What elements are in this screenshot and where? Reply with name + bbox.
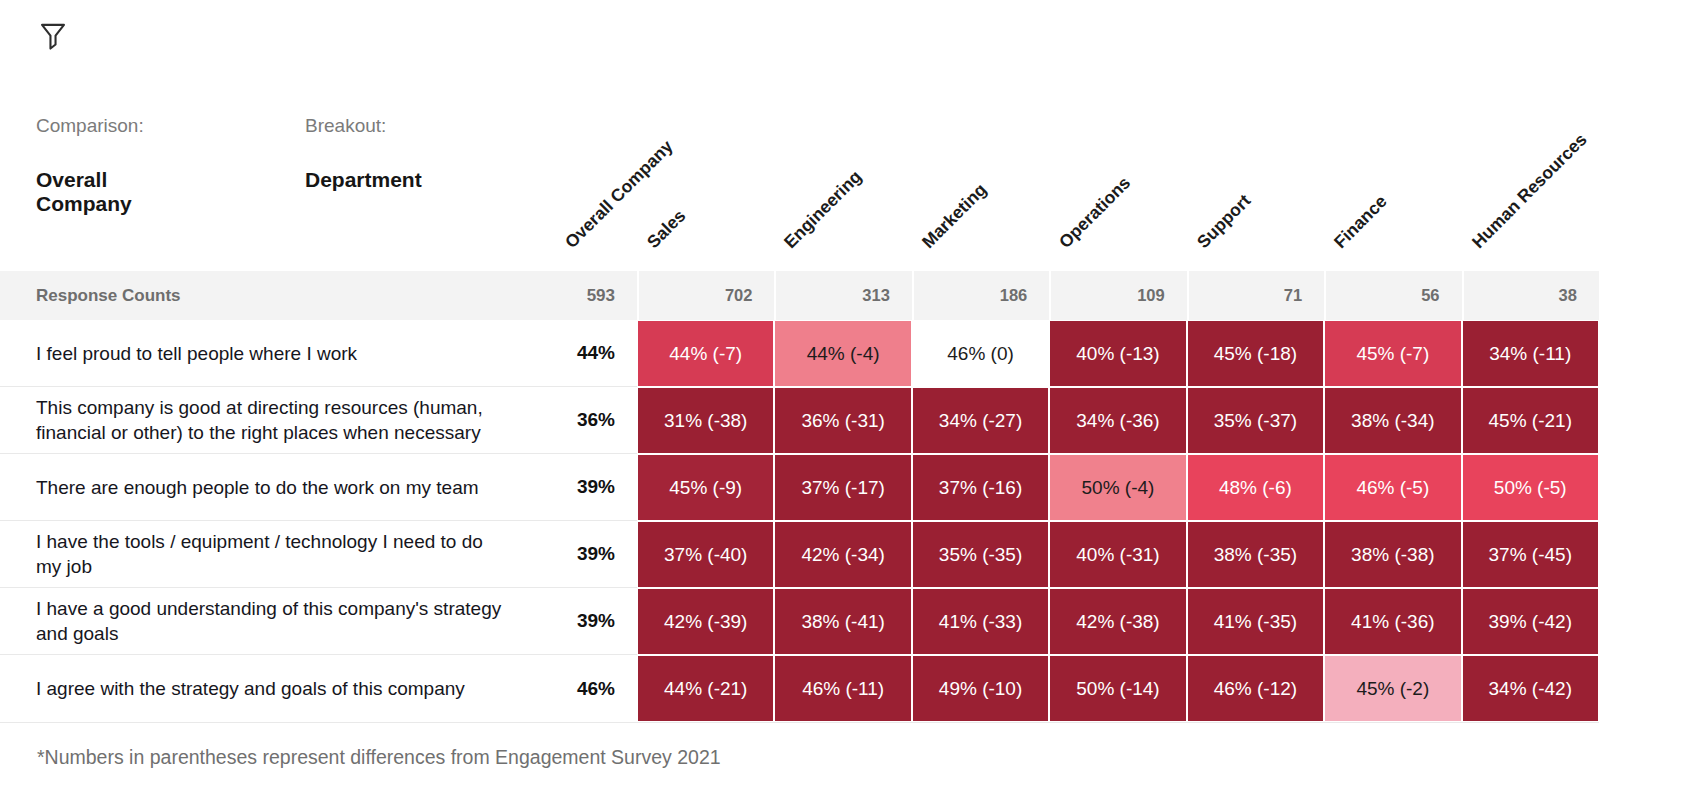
heatmap-cell: 41% (-35) <box>1188 589 1323 654</box>
heatmap-cell: 42% (-34) <box>775 522 910 587</box>
row-label: I agree with the strategy and goals of t… <box>36 676 465 701</box>
row-label: I have a good understanding of this comp… <box>36 596 506 646</box>
row-label: I feel proud to tell people where I work <box>36 341 357 366</box>
response-count-cell: 313 <box>774 271 911 320</box>
heatmap-cell: 50% (-14) <box>1050 656 1185 721</box>
overall-value: 44% <box>577 342 615 364</box>
heatmap-cell: 45% (-2) <box>1325 656 1460 721</box>
column-header-engineering: Engineering <box>780 166 866 252</box>
footnote: *Numbers in parentheses represent differ… <box>37 746 721 769</box>
table-row: I agree with the strategy and goals of t… <box>0 655 1599 722</box>
heatmap-cell: 45% (-18) <box>1188 321 1323 386</box>
response-count-cell: 109 <box>1049 271 1186 320</box>
comparison-label: Comparison: <box>36 115 144 137</box>
row-label-cell: I feel proud to tell people where I work… <box>0 320 637 387</box>
response-counts-header-cell: Response Counts 593 <box>0 271 637 320</box>
heatmap-cell: 38% (-34) <box>1325 388 1460 453</box>
heatmap-cell: 35% (-35) <box>913 522 1048 587</box>
row-label: There are enough people to do the work o… <box>36 475 479 500</box>
row-label: This company is good at directing resour… <box>36 395 506 445</box>
heatmap-cell: 44% (-4) <box>775 321 910 386</box>
heatmap-cell: 35% (-37) <box>1188 388 1323 453</box>
table-row: I have the tools / equipment / technolog… <box>0 521 1599 588</box>
comparison-value[interactable]: Overall Company <box>36 168 144 216</box>
column-header-support: Support <box>1193 190 1255 252</box>
overall-value: 46% <box>577 678 615 700</box>
breakout-control: Breakout: Department <box>305 115 422 192</box>
heatmap-cell: 34% (-11) <box>1463 321 1598 386</box>
column-header-human-resources: Human Resources <box>1468 129 1591 252</box>
heatmap-cell: 37% (-40) <box>638 522 773 587</box>
heatmap-cell: 34% (-42) <box>1463 656 1598 721</box>
heatmap-cell: 46% (-12) <box>1188 656 1323 721</box>
heatmap-table: Response Counts 593 702313186109715638 I… <box>0 271 1599 723</box>
heatmap-cell: 50% (-4) <box>1050 455 1185 520</box>
heatmap-cell: 40% (-31) <box>1050 522 1185 587</box>
heatmap-cell: 38% (-38) <box>1325 522 1460 587</box>
heatmap-cell: 37% (-17) <box>775 455 910 520</box>
overall-value: 39% <box>577 543 615 565</box>
row-label: I have the tools / equipment / technolog… <box>36 529 506 579</box>
row-label-cell: I have a good understanding of this comp… <box>0 588 637 655</box>
heatmap-cell: 34% (-27) <box>913 388 1048 453</box>
row-label-cell: I agree with the strategy and goals of t… <box>0 655 637 722</box>
response-count-cell: 186 <box>912 271 1049 320</box>
heatmap-cell: 45% (-21) <box>1463 388 1598 453</box>
heatmap-cell: 40% (-13) <box>1050 321 1185 386</box>
heatmap-cell: 37% (-45) <box>1463 522 1598 587</box>
row-label-cell: There are enough people to do the work o… <box>0 454 637 521</box>
response-counts-label: Response Counts <box>36 286 181 306</box>
column-header-marketing: Marketing <box>918 179 991 252</box>
heatmap-cell: 31% (-38) <box>638 388 773 453</box>
heatmap-cell: 38% (-35) <box>1188 522 1323 587</box>
heatmap-cell: 34% (-36) <box>1050 388 1185 453</box>
response-count-cell: 56 <box>1324 271 1461 320</box>
heatmap-cell: 41% (-36) <box>1325 589 1460 654</box>
heatmap-cell: 41% (-33) <box>913 589 1048 654</box>
table-row: I have a good understanding of this comp… <box>0 588 1599 655</box>
heatmap-cell: 42% (-38) <box>1050 589 1185 654</box>
heatmap-cell: 45% (-9) <box>638 455 773 520</box>
overall-value: 39% <box>577 476 615 498</box>
filter-button[interactable] <box>38 22 68 54</box>
heatmap-cell: 36% (-31) <box>775 388 910 453</box>
column-header-sales: Sales <box>643 206 689 252</box>
overall-value: 36% <box>577 409 615 431</box>
heatmap-cell: 49% (-10) <box>913 656 1048 721</box>
table-row: This company is good at directing resour… <box>0 387 1599 454</box>
heatmap-cell: 42% (-39) <box>638 589 773 654</box>
overall-value: 39% <box>577 610 615 632</box>
overall-response-count: 593 <box>587 286 615 306</box>
heatmap-cell: 39% (-42) <box>1463 589 1598 654</box>
row-label-cell: I have the tools / equipment / technolog… <box>0 521 637 588</box>
heatmap-cell: 46% (-5) <box>1325 455 1460 520</box>
table-row: I feel proud to tell people where I work… <box>0 320 1599 387</box>
heatmap-cell: 44% (-21) <box>638 656 773 721</box>
response-count-cell: 38 <box>1462 271 1599 320</box>
filter-funnel-icon <box>39 40 67 55</box>
breakout-value[interactable]: Department <box>305 168 422 192</box>
row-label-cell: This company is good at directing resour… <box>0 387 637 454</box>
heatmap-widget: Comparison: Overall Company Breakout: De… <box>0 0 1700 796</box>
heatmap-cell: 46% (0) <box>913 321 1048 386</box>
breakout-label: Breakout: <box>305 115 422 137</box>
heatmap-cell: 44% (-7) <box>638 321 773 386</box>
heatmap-cell: 48% (-6) <box>1188 455 1323 520</box>
table-row: There are enough people to do the work o… <box>0 454 1599 521</box>
response-counts-row: Response Counts 593 702313186109715638 <box>0 271 1599 320</box>
heatmap-cell: 38% (-41) <box>775 589 910 654</box>
heatmap-cell: 45% (-7) <box>1325 321 1460 386</box>
response-count-cell: 702 <box>637 271 774 320</box>
column-header-operations: Operations <box>1055 173 1134 252</box>
heatmap-cell: 50% (-5) <box>1463 455 1598 520</box>
column-header-finance: Finance <box>1330 191 1391 252</box>
response-count-cell: 71 <box>1187 271 1324 320</box>
heatmap-cell: 46% (-11) <box>775 656 910 721</box>
comparison-control: Comparison: Overall Company <box>36 115 144 216</box>
heatmap-cell: 37% (-16) <box>913 455 1048 520</box>
